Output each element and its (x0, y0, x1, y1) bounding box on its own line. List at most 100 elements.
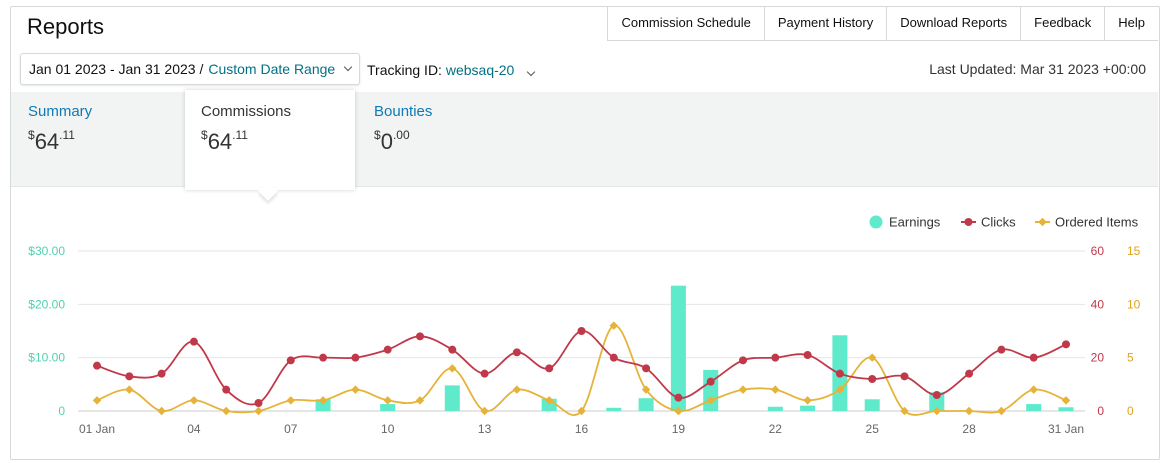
earnings-bar (864, 399, 880, 411)
ordered-items-point (1061, 396, 1071, 405)
earnings-bar (380, 404, 396, 411)
payment-history-button[interactable]: Payment History (765, 6, 888, 40)
clicks-point (351, 353, 360, 362)
download-reports-button[interactable]: Download Reports (887, 6, 1022, 40)
ordered-items-point (254, 406, 263, 416)
help-button[interactable]: Help (1118, 15, 1145, 30)
legend-ordered-icon (1038, 217, 1047, 227)
clicks-point (222, 385, 231, 394)
clicks-point (1029, 353, 1038, 362)
clicks-point (609, 353, 618, 362)
tab-commissions[interactable]: Commissions $64.11 (185, 90, 355, 201)
legend-earnings-label: Earnings (889, 215, 941, 230)
chevron-down-icon (343, 62, 353, 72)
chevron-down-icon (526, 67, 536, 77)
legend-clicks-label: Clicks (981, 215, 1016, 230)
earnings-bar (1026, 404, 1042, 411)
earnings-bar (444, 385, 460, 411)
ordered-items-point (674, 406, 683, 416)
x-tick-label: 25 (866, 422, 880, 436)
tracking-id-label: Tracking ID: (367, 62, 442, 78)
summary-band (11, 92, 1158, 187)
date-range-dropdown[interactable]: Jan 01 2023 - Jan 31 2023 / Custom Date … (20, 53, 361, 85)
commission-schedule-button[interactable]: Commission Schedule (608, 6, 765, 40)
x-tick-label: 28 (962, 422, 976, 436)
tab-bounties[interactable]: Bounties $0.00 (374, 103, 432, 155)
tab-commissions-amount: $64.11 (201, 128, 248, 154)
y-right-clicks-tick-label: 20 (1091, 351, 1105, 365)
clicks-point (545, 364, 554, 373)
earnings-bar (800, 405, 816, 411)
ordered-items-point (318, 396, 328, 405)
clicks-point (448, 345, 457, 354)
ordered-items-point (932, 406, 942, 416)
x-tick-label: 16 (575, 422, 589, 436)
feedback-button[interactable]: Feedback (1021, 6, 1106, 40)
tab-bounties-amount: $0.00 (374, 128, 410, 154)
clicks-point (286, 356, 295, 365)
ordered-items-point (900, 406, 909, 416)
legend-ordered-label: Ordered Items (1055, 215, 1139, 230)
x-tick-label: 19 (672, 422, 686, 436)
clicks-point (577, 327, 586, 335)
x-tick-label: 31 Jan (1048, 422, 1084, 436)
earnings-bar (703, 369, 719, 411)
clicks-point (480, 369, 489, 378)
tracking-id-value: websaq-20 (445, 62, 515, 78)
ordered-items-point (480, 406, 489, 416)
ordered-items-point (803, 396, 812, 405)
y-right-items-tick-label: 0 (1127, 404, 1134, 418)
tab-commissions-label: Commissions (201, 103, 292, 120)
y-right-items-tick-label: 10 (1127, 297, 1141, 311)
custom-date-range-link: Custom Date Range (208, 61, 336, 77)
earnings-bar (670, 285, 686, 411)
earnings-bar (638, 398, 654, 411)
ordered-items-point (1029, 385, 1038, 394)
tab-summary[interactable]: Summary $64.11 (28, 103, 92, 155)
clicks-point (125, 372, 134, 381)
page-title: Reports (27, 14, 105, 39)
clicks-point (803, 351, 812, 359)
ordered-items-point (92, 396, 102, 405)
x-tick-label: 10 (381, 422, 395, 436)
legend-earnings-icon (869, 215, 883, 229)
ordered-items-point (771, 385, 780, 394)
x-tick-label: 22 (769, 422, 783, 436)
clicks-point (706, 377, 715, 386)
tab-summary-label: Summary (28, 103, 93, 120)
date-range-text: Jan 01 2023 - Jan 31 2023 / (29, 61, 204, 77)
clicks-point (835, 369, 844, 378)
earnings-bar (606, 407, 622, 411)
clicks-point (93, 361, 101, 370)
clicks-point (674, 393, 683, 402)
clicks-point (932, 391, 941, 399)
y-right-clicks-tick-label: 40 (1091, 297, 1105, 311)
clicks-point (1062, 340, 1070, 349)
ordered-items-point (738, 385, 748, 394)
x-tick-label: 04 (187, 422, 201, 436)
ordered-items-point (157, 406, 166, 416)
ordered-items-point (448, 364, 457, 373)
tab-bounties-label: Bounties (374, 103, 433, 120)
ordered-items-point (964, 406, 974, 416)
clicks-point (997, 345, 1006, 354)
clicks-point (965, 369, 974, 378)
last-updated: Last Updated: Mar 31 2023 +00:00 (929, 61, 1146, 77)
ordered-items-point (415, 396, 425, 405)
clicks-point (383, 345, 392, 354)
clicks-point (868, 375, 877, 383)
y-right-clicks-tick-label: 0 (1097, 404, 1104, 418)
ordered-items-point (577, 406, 586, 416)
clicks-point (642, 364, 651, 373)
ordered-items-point (383, 396, 392, 405)
y-right-clicks-tick-label: 60 (1091, 244, 1105, 258)
y-right-items-tick-label: 15 (1127, 244, 1141, 258)
earnings-chart: 0 0 0 $10.00 20 5 $20.00 40 10 $30.00 60 15 01 Jan 04… (28, 215, 1141, 437)
earnings-bar (929, 392, 945, 411)
tab-summary-amount: $64.11 (28, 128, 75, 154)
ordered-items-point (512, 385, 522, 394)
clicks-point (157, 369, 166, 378)
y-left-tick-label: 0 (58, 404, 65, 418)
x-tick-label: 13 (478, 422, 492, 436)
tracking-id-dropdown[interactable]: Tracking ID: websaq-20 (367, 62, 536, 78)
